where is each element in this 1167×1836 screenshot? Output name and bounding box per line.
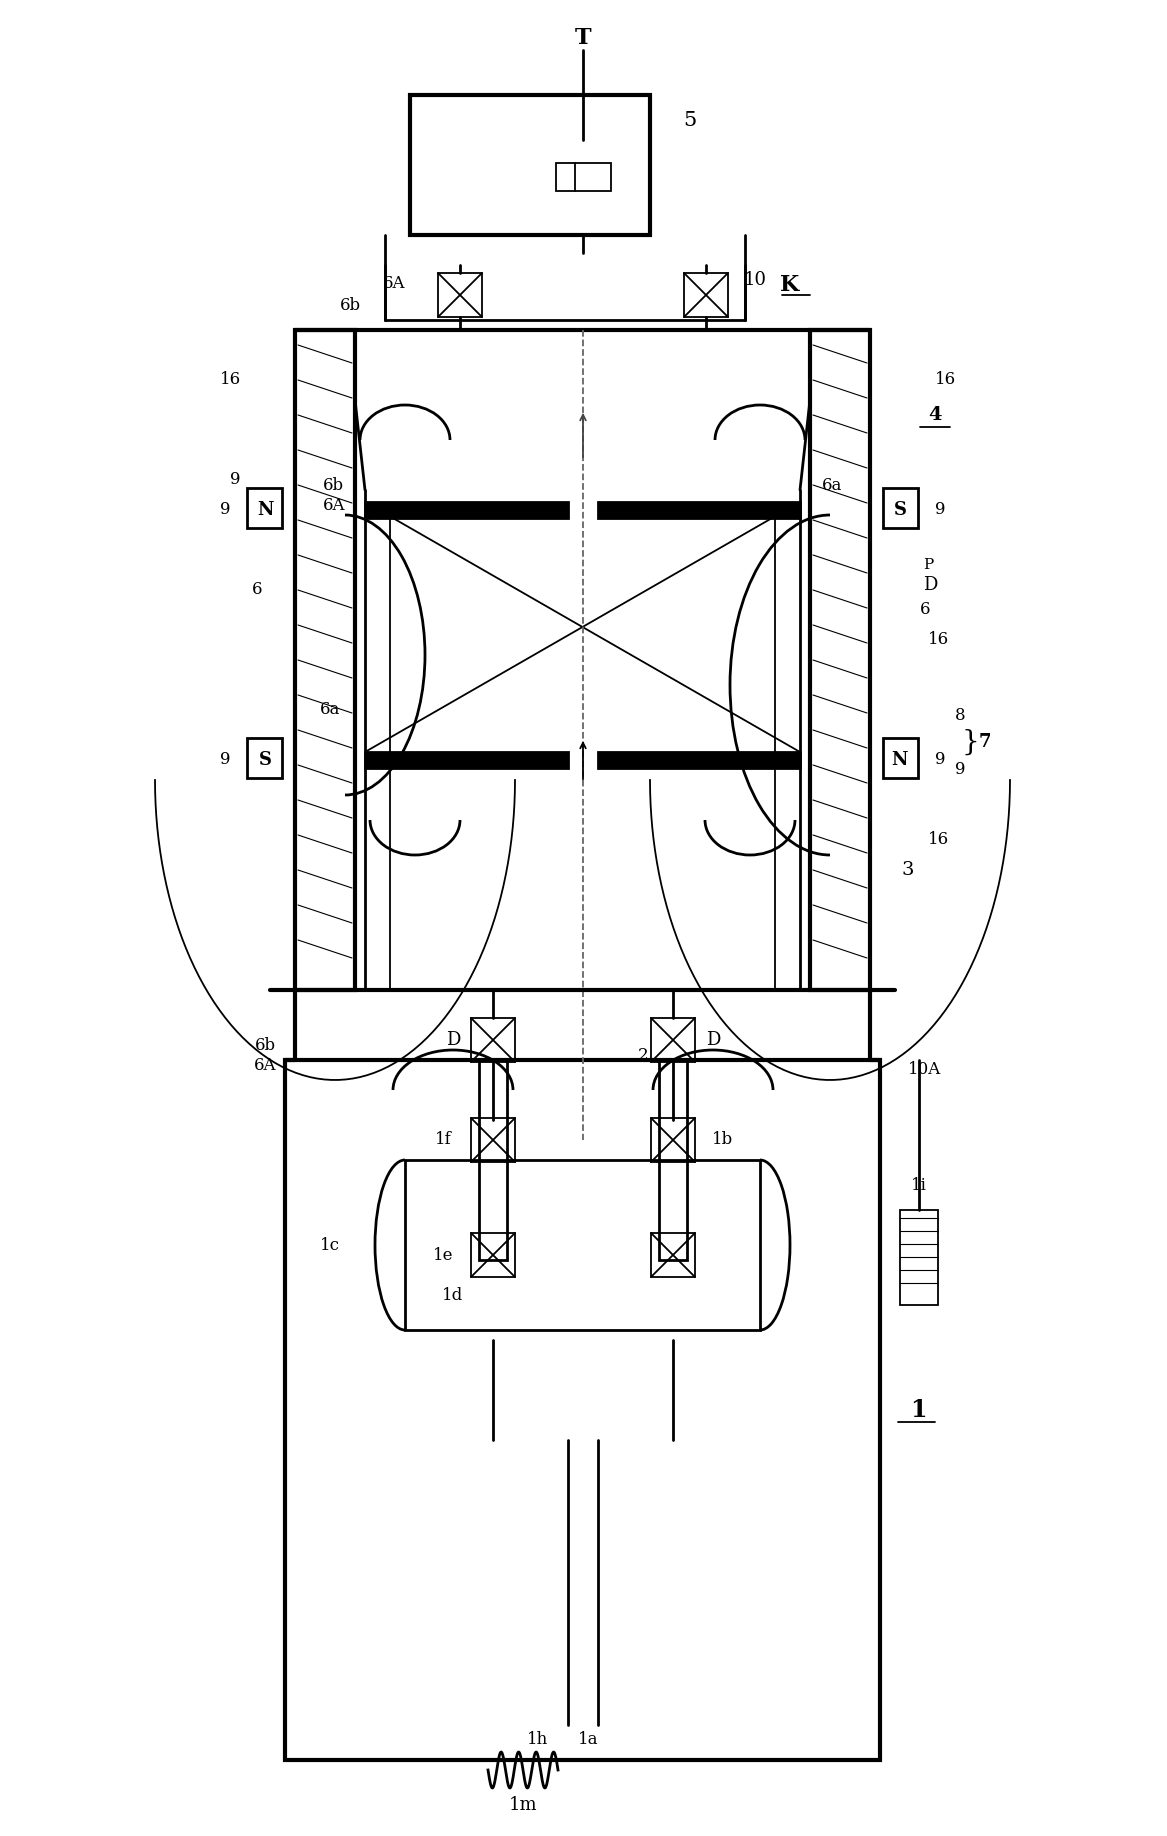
Text: S: S bbox=[259, 751, 272, 769]
Text: 1e: 1e bbox=[433, 1247, 453, 1263]
Bar bbox=[247, 488, 282, 529]
Bar bbox=[651, 1017, 696, 1061]
Text: }: } bbox=[962, 729, 979, 755]
Bar bbox=[247, 738, 282, 778]
Text: 9: 9 bbox=[935, 501, 945, 518]
Text: 9: 9 bbox=[955, 762, 965, 778]
Bar bbox=[651, 1118, 696, 1162]
Bar bbox=[471, 1017, 515, 1061]
Bar bbox=[285, 1059, 880, 1761]
Bar bbox=[471, 1234, 515, 1278]
Text: 6a: 6a bbox=[822, 477, 843, 494]
Bar bbox=[883, 738, 918, 778]
Text: 6b: 6b bbox=[323, 477, 344, 494]
Text: 16: 16 bbox=[928, 632, 949, 648]
Bar bbox=[659, 1059, 687, 1259]
Text: 1d: 1d bbox=[442, 1287, 463, 1304]
Text: 3: 3 bbox=[902, 861, 914, 879]
Text: D: D bbox=[446, 1032, 460, 1048]
Text: D: D bbox=[923, 577, 937, 595]
Text: 2: 2 bbox=[637, 1047, 649, 1063]
Bar bbox=[900, 1210, 938, 1305]
Bar bbox=[405, 1160, 760, 1329]
Text: 6a: 6a bbox=[320, 701, 341, 718]
Text: 9: 9 bbox=[230, 472, 240, 488]
Text: 1f: 1f bbox=[434, 1131, 452, 1149]
Bar bbox=[555, 163, 612, 191]
Bar bbox=[365, 753, 568, 767]
Bar bbox=[883, 488, 918, 529]
Bar bbox=[478, 1059, 506, 1259]
Text: 16: 16 bbox=[928, 832, 949, 848]
Bar bbox=[651, 1234, 696, 1278]
Text: 9: 9 bbox=[219, 751, 230, 769]
Text: D: D bbox=[706, 1032, 720, 1048]
Text: 1b: 1b bbox=[712, 1131, 734, 1149]
Text: 6A: 6A bbox=[383, 275, 405, 292]
Bar bbox=[410, 95, 650, 235]
Text: 8: 8 bbox=[955, 707, 965, 723]
Text: 1m: 1m bbox=[509, 1796, 537, 1814]
Text: S: S bbox=[894, 501, 907, 520]
Text: 6: 6 bbox=[252, 582, 263, 599]
Text: 1i: 1i bbox=[911, 1177, 927, 1193]
Bar bbox=[471, 1118, 515, 1162]
Text: K: K bbox=[781, 274, 799, 296]
Bar bbox=[598, 753, 801, 767]
Text: 6b: 6b bbox=[254, 1037, 275, 1054]
Text: 7: 7 bbox=[979, 733, 991, 751]
Text: 6: 6 bbox=[920, 602, 930, 619]
Bar bbox=[684, 274, 728, 318]
Bar bbox=[438, 274, 482, 318]
Text: 6A: 6A bbox=[253, 1056, 277, 1074]
Text: N: N bbox=[257, 501, 273, 520]
Text: 5: 5 bbox=[684, 110, 697, 130]
Text: 9: 9 bbox=[935, 751, 945, 769]
Text: 10A: 10A bbox=[908, 1061, 942, 1078]
Text: 6A: 6A bbox=[323, 496, 345, 514]
Text: 1h: 1h bbox=[527, 1731, 548, 1748]
Text: 1a: 1a bbox=[578, 1731, 599, 1748]
Text: 4: 4 bbox=[928, 406, 942, 424]
Text: 1c: 1c bbox=[320, 1236, 340, 1254]
Text: 6b: 6b bbox=[340, 296, 361, 314]
Text: 10: 10 bbox=[743, 272, 767, 288]
Bar bbox=[598, 501, 801, 518]
Text: 16: 16 bbox=[219, 371, 240, 389]
Text: 16: 16 bbox=[935, 371, 956, 389]
Text: P: P bbox=[923, 558, 934, 573]
Text: 9: 9 bbox=[219, 501, 230, 518]
Text: T: T bbox=[574, 28, 592, 50]
Bar bbox=[365, 501, 568, 518]
Bar bbox=[295, 330, 355, 990]
Text: 1: 1 bbox=[910, 1397, 927, 1423]
Text: N: N bbox=[892, 751, 908, 769]
Bar bbox=[810, 330, 871, 990]
